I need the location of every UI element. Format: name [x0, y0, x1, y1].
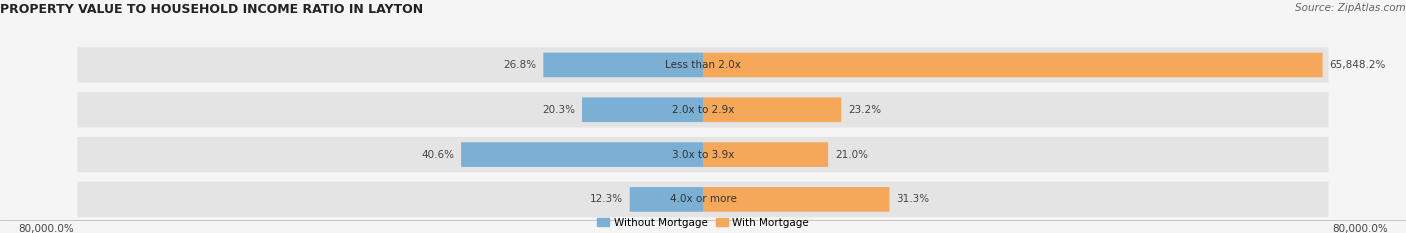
Text: 80,000.0%: 80,000.0%	[18, 224, 73, 233]
FancyBboxPatch shape	[543, 53, 703, 77]
FancyBboxPatch shape	[77, 92, 1329, 127]
FancyBboxPatch shape	[461, 142, 703, 167]
Text: 65,848.2%: 65,848.2%	[1330, 60, 1386, 70]
Text: 12.3%: 12.3%	[589, 194, 623, 204]
Text: 3.0x to 3.9x: 3.0x to 3.9x	[672, 150, 734, 160]
Text: 20.3%: 20.3%	[541, 105, 575, 115]
Text: Less than 2.0x: Less than 2.0x	[665, 60, 741, 70]
Legend: Without Mortgage, With Mortgage: Without Mortgage, With Mortgage	[598, 218, 808, 228]
FancyBboxPatch shape	[703, 142, 828, 167]
FancyBboxPatch shape	[582, 97, 703, 122]
Text: 26.8%: 26.8%	[503, 60, 536, 70]
FancyBboxPatch shape	[77, 47, 1329, 83]
Text: 80,000.0%: 80,000.0%	[1333, 224, 1388, 233]
FancyBboxPatch shape	[703, 97, 841, 122]
FancyBboxPatch shape	[77, 182, 1329, 217]
FancyBboxPatch shape	[703, 187, 890, 212]
Text: 23.2%: 23.2%	[848, 105, 882, 115]
Text: PROPERTY VALUE TO HOUSEHOLD INCOME RATIO IN LAYTON: PROPERTY VALUE TO HOUSEHOLD INCOME RATIO…	[0, 3, 423, 16]
Text: 2.0x to 2.9x: 2.0x to 2.9x	[672, 105, 734, 115]
Text: 21.0%: 21.0%	[835, 150, 869, 160]
FancyBboxPatch shape	[77, 137, 1329, 172]
Text: 40.6%: 40.6%	[420, 150, 454, 160]
FancyBboxPatch shape	[630, 187, 703, 212]
Text: 4.0x or more: 4.0x or more	[669, 194, 737, 204]
FancyBboxPatch shape	[703, 53, 1323, 77]
Text: Source: ZipAtlas.com: Source: ZipAtlas.com	[1295, 3, 1406, 13]
Text: 31.3%: 31.3%	[897, 194, 929, 204]
